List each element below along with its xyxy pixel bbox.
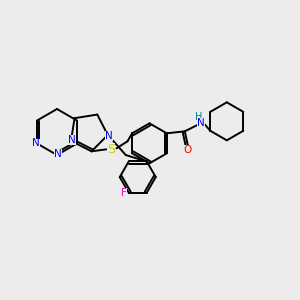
- Text: S: S: [107, 143, 116, 156]
- Text: F: F: [121, 188, 127, 198]
- Text: N: N: [197, 118, 205, 128]
- Text: H: H: [195, 112, 202, 122]
- Text: N: N: [54, 149, 62, 159]
- Text: O: O: [184, 145, 192, 155]
- Text: N: N: [68, 135, 76, 145]
- Text: N: N: [105, 131, 112, 141]
- Text: N: N: [32, 139, 40, 148]
